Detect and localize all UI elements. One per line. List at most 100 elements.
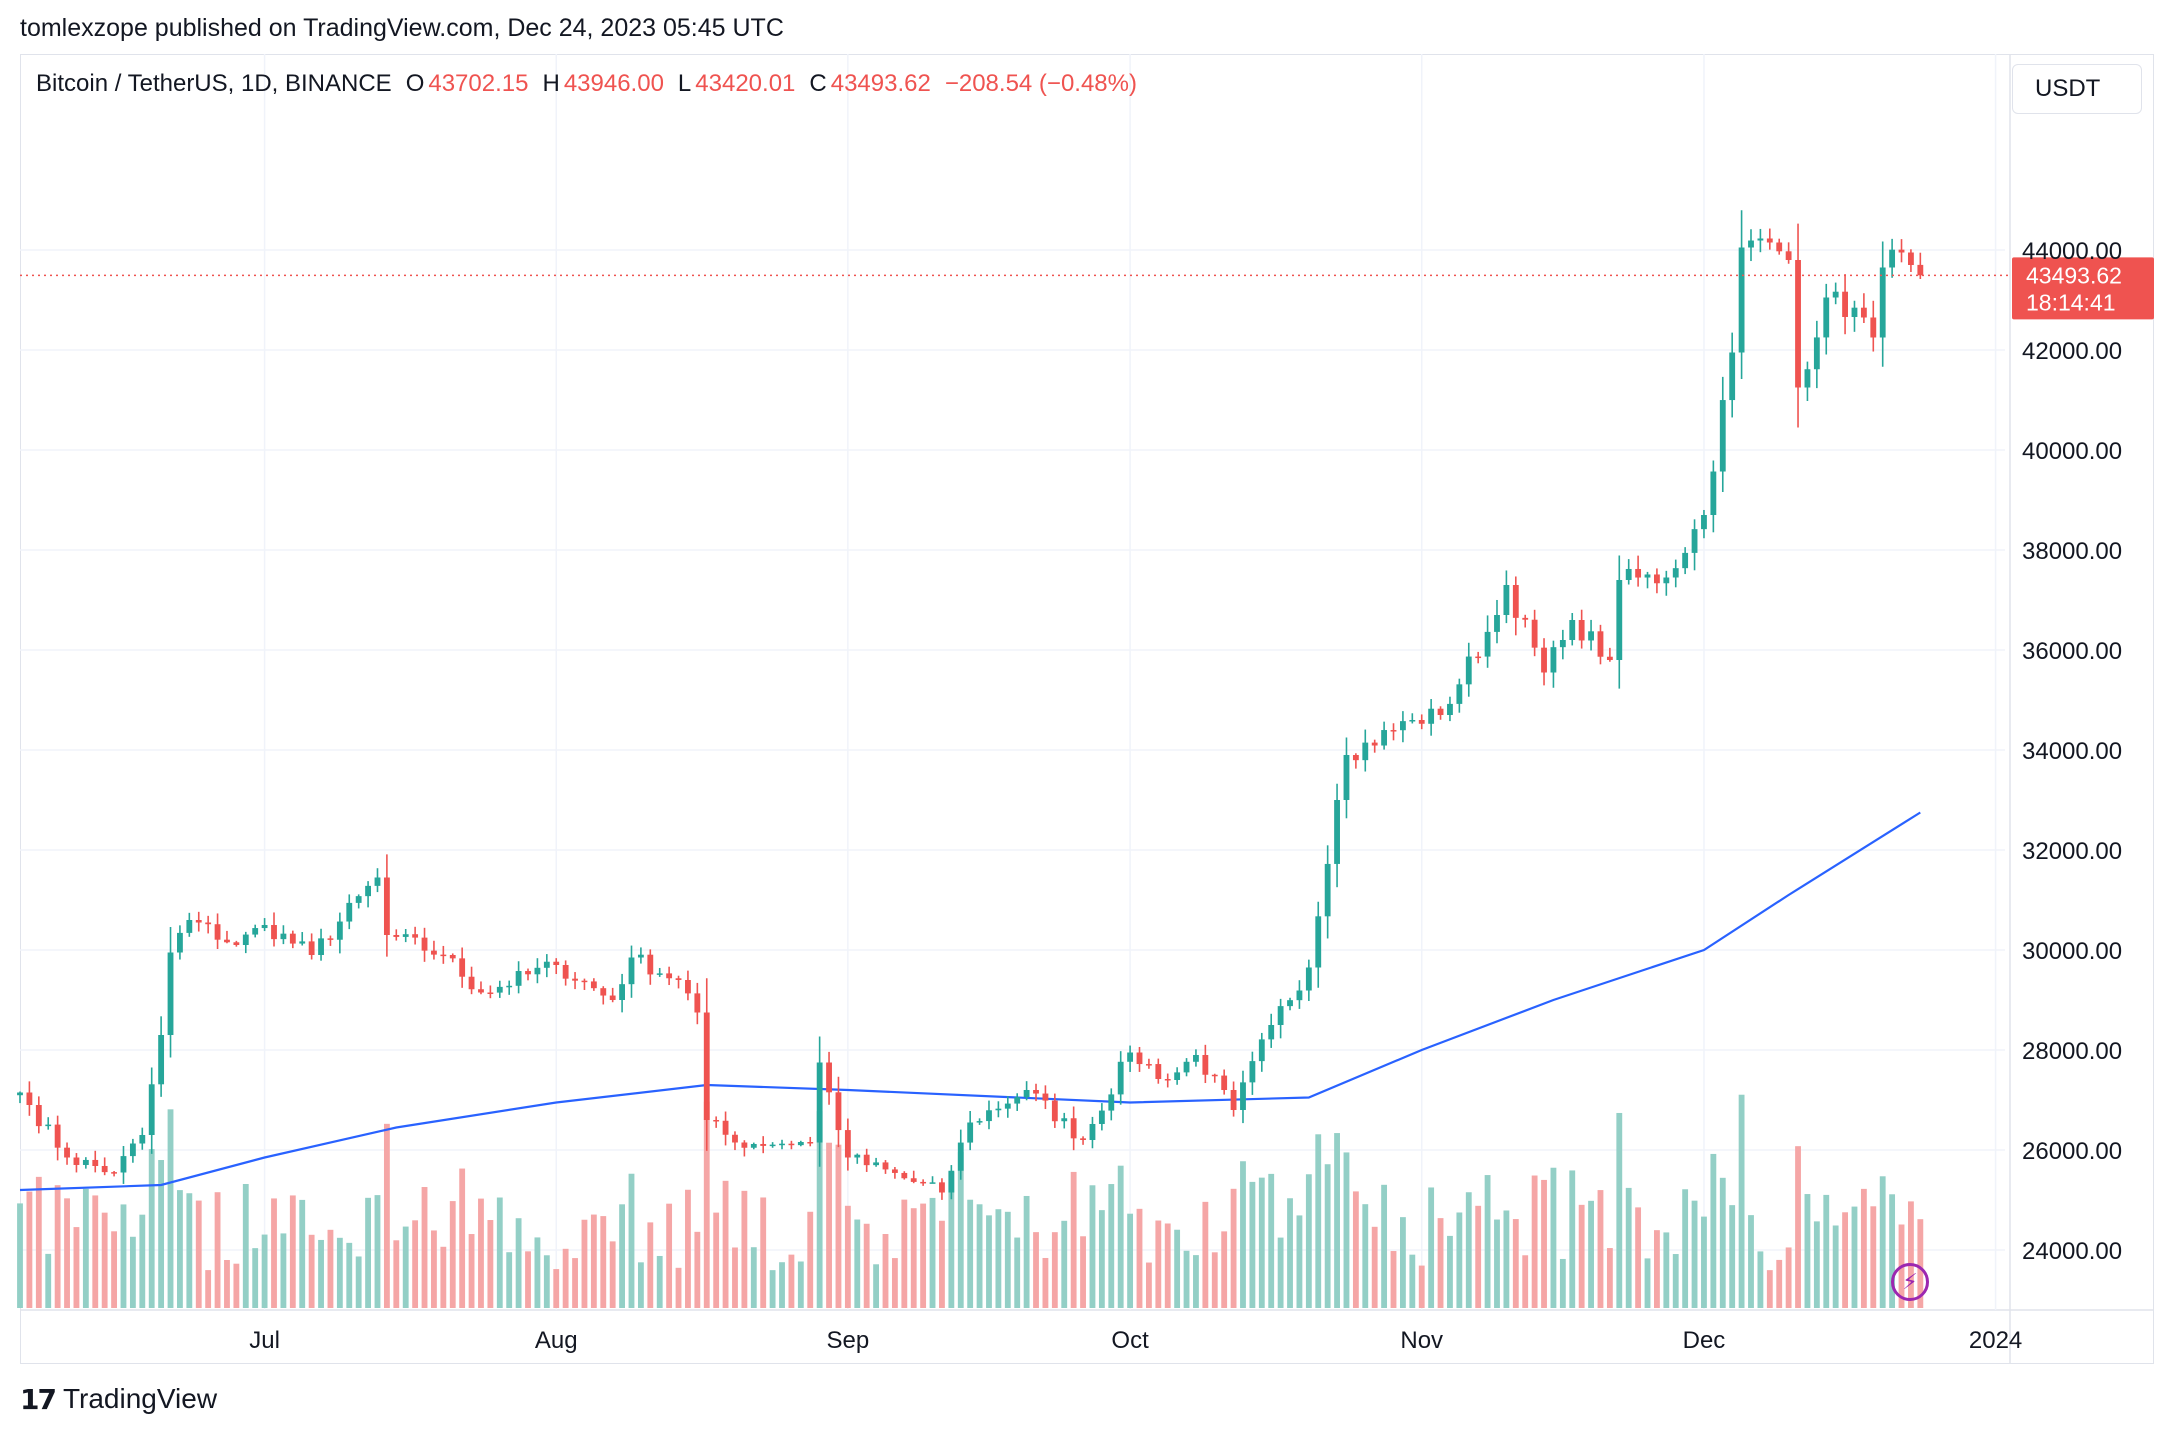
volume-bar [920,1203,927,1308]
candle-body [496,986,503,993]
candle-body [233,942,240,945]
volume-bar [637,1262,644,1308]
candle-body [1004,1103,1011,1109]
candle-body [581,980,588,983]
volume-bar [1277,1237,1284,1308]
volume-bar [1785,1247,1792,1308]
volume-bar [1098,1210,1105,1308]
candle-body [1324,863,1331,917]
volume-bar [64,1198,70,1308]
currency-button[interactable]: USDT [2012,64,2142,114]
low-label: L [677,70,692,97]
volume-bar [609,1241,616,1308]
candle-body [1268,1025,1275,1040]
volume-bar [1399,1217,1406,1308]
candle-body [1503,585,1510,615]
tradingview-logo[interactable]: 17 TradingView [20,1382,217,1416]
volume-bar [365,1197,371,1308]
candle-body [1851,307,1858,317]
chart-frame [20,54,2154,1364]
candle-body [54,1124,61,1148]
volume-bar [111,1231,117,1308]
volume-bar [139,1214,146,1308]
volume-bar [1145,1262,1152,1308]
volume-bar [101,1212,108,1308]
lightning-icon[interactable]: ⚡ [1891,1263,1929,1301]
last-price-value: 43493.62 [2026,262,2122,288]
candle-body [186,920,193,933]
volume-bar [1428,1187,1435,1308]
symbol-label[interactable]: Bitcoin / TetherUS, 1D, BINANCE [36,70,392,97]
volume-bar [177,1190,183,1308]
volume-bar [393,1240,400,1308]
candle-body [534,967,541,975]
volume-bar [1804,1194,1811,1308]
volume-bar [1616,1112,1623,1308]
candle-body [431,950,437,955]
candle-body [1616,580,1623,660]
volume-bar [1465,1192,1472,1308]
volume-bar [1418,1265,1425,1308]
candle-body [760,1143,767,1146]
candle-body [1588,631,1594,641]
candle-body [647,954,654,975]
candle-body [1682,552,1689,569]
candle-body [572,978,578,981]
candle-body [1465,656,1472,685]
candle-body [261,925,268,929]
volume-bar [459,1168,466,1308]
candle-body [590,981,597,989]
candle-body [73,1157,80,1165]
volume-bar [45,1253,52,1308]
candle-body [694,993,701,1013]
candle-body [1860,307,1867,318]
candle-body [1531,619,1538,648]
candle-body [1362,742,1369,761]
volume-bar [891,1258,898,1308]
volume-bar [1522,1255,1529,1308]
volume-bar [656,1255,663,1308]
candle-body [685,980,691,994]
high-value: 43946.00 [563,70,664,97]
candle-body [948,1170,955,1193]
candle-body [64,1147,70,1158]
volume-bar [1042,1257,1049,1308]
candle-body [374,877,381,886]
volume-bar [826,1142,832,1308]
volume-bar [967,1199,974,1308]
volume-bar [1371,1226,1378,1308]
volume-bar [1014,1237,1021,1308]
volume-bar [412,1220,419,1308]
candle-body [656,973,663,975]
candle-body [920,1181,927,1184]
volume-bar [1202,1201,1209,1308]
volume-bar [1437,1218,1444,1308]
price-tick-label: 28000.00 [2022,1038,2122,1065]
time-tick-label: Oct [1111,1327,1149,1354]
volume-bar [1456,1212,1463,1308]
volume-bar [1221,1231,1228,1308]
volume-bar [525,1251,531,1308]
volume-bar [647,1222,654,1308]
candle-body [882,1162,889,1170]
volume-bar [1249,1181,1256,1308]
tradingview-logo-text: TradingView [62,1383,218,1414]
time-tick-label: Nov [1400,1327,1443,1354]
candle-body [459,958,466,977]
volume-bar [1541,1179,1547,1308]
volume-bar [327,1229,334,1308]
volume-bar [1748,1215,1754,1308]
volume-bar [1127,1213,1134,1308]
candle-body [1352,755,1359,761]
candle-body [769,1144,776,1147]
countdown-value: 18:14:41 [2026,289,2116,315]
volume-bar [873,1264,880,1308]
candle-body [1409,720,1416,722]
volume-bar [1258,1177,1265,1308]
candle-body [1625,568,1632,580]
candle-body [383,877,390,935]
volume-bar [1663,1232,1670,1308]
volume-bar [1193,1255,1199,1308]
volume-bar [590,1214,597,1308]
